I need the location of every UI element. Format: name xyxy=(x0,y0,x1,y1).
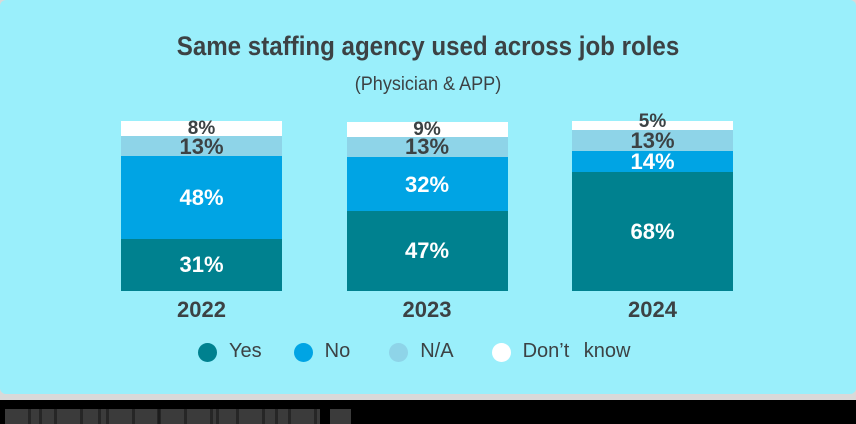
legend-item-Don’t know: Don’t know xyxy=(491,339,631,362)
legend-item-Yes: Yes xyxy=(198,339,262,362)
bar-segment-2024-N/A xyxy=(572,129,733,151)
legend-label-No: No xyxy=(324,339,351,362)
bar-value-label-2022-No: 48% xyxy=(179,184,224,210)
bar-segment-2022-Don’t know xyxy=(121,121,282,137)
bar-value-label-2024-Don’t know: 5% xyxy=(638,111,667,133)
bar-value-label-2023-N/A: 13% xyxy=(404,134,450,160)
bar-segment-2024-Don’t know xyxy=(572,121,733,130)
bar-segment-2022-Yes xyxy=(121,238,282,291)
bar-segment-2023-No xyxy=(346,157,508,211)
legend-item-N/A: N/A xyxy=(389,339,454,362)
legend-dot-Yes xyxy=(198,342,217,362)
bar-segment-2024-No xyxy=(572,151,733,173)
bar-value-label-2022-Yes: 31% xyxy=(179,252,224,278)
bar-value-label-2022-N/A: 13% xyxy=(179,133,224,159)
category-label-2024: 2024 xyxy=(628,297,677,322)
footer-illegible-text-block xyxy=(5,408,320,424)
legend-dot-No xyxy=(293,342,313,362)
bar-segment-2022-N/A xyxy=(121,136,282,157)
bar-value-label-2024-N/A: 13% xyxy=(630,127,675,153)
bar-value-label-2024-Yes: 68% xyxy=(630,219,675,245)
bar-segment-2023-Yes xyxy=(346,210,508,291)
category-label-2023: 2023 xyxy=(402,297,452,322)
legend-dot-Don’t know xyxy=(491,342,511,362)
stacked-bar-2023: 9% 13% 32% 47% xyxy=(346,120,508,291)
legend-label-Yes: Yes xyxy=(229,339,262,362)
chart-card: Same staffing agency used across job rol… xyxy=(0,0,856,394)
bar-segment-2024-Yes xyxy=(572,172,733,291)
legend-item-No: No xyxy=(293,339,351,362)
legend-label-N/A: N/A xyxy=(420,339,454,362)
clipped-footer-bar xyxy=(0,400,856,424)
stacked-bar-2024: 5% 13% 14% 68% xyxy=(572,112,733,291)
bar-segment-2023-N/A xyxy=(346,136,508,158)
bar-segment-2023-Don’t know xyxy=(346,122,508,137)
chart-legend: Yes No N/A Don’t know xyxy=(198,339,631,362)
legend-label-Don’t know: Don’t know xyxy=(522,339,631,362)
bar-value-label-2022-Don’t know: 8% xyxy=(187,118,216,140)
bar-value-label-2023-Don’t know: 9% xyxy=(413,118,441,140)
bar-value-label-2023-No: 32% xyxy=(404,171,450,197)
legend-dot-N/A xyxy=(389,342,409,362)
bar-value-label-2023-Yes: 47% xyxy=(404,238,450,264)
stacked-bar-2022: 8% 13% 48% 31% xyxy=(121,119,282,291)
footer-illegible-text-block-end xyxy=(330,409,351,424)
bar-segment-2022-No xyxy=(121,156,282,239)
bar-value-label-2024-No: 14% xyxy=(630,149,675,175)
category-label-2022: 2022 xyxy=(177,297,226,322)
chart-title: Same staffing agency used across job rol… xyxy=(176,31,680,61)
chart-subtitle: (Physician & APP) xyxy=(354,74,502,95)
